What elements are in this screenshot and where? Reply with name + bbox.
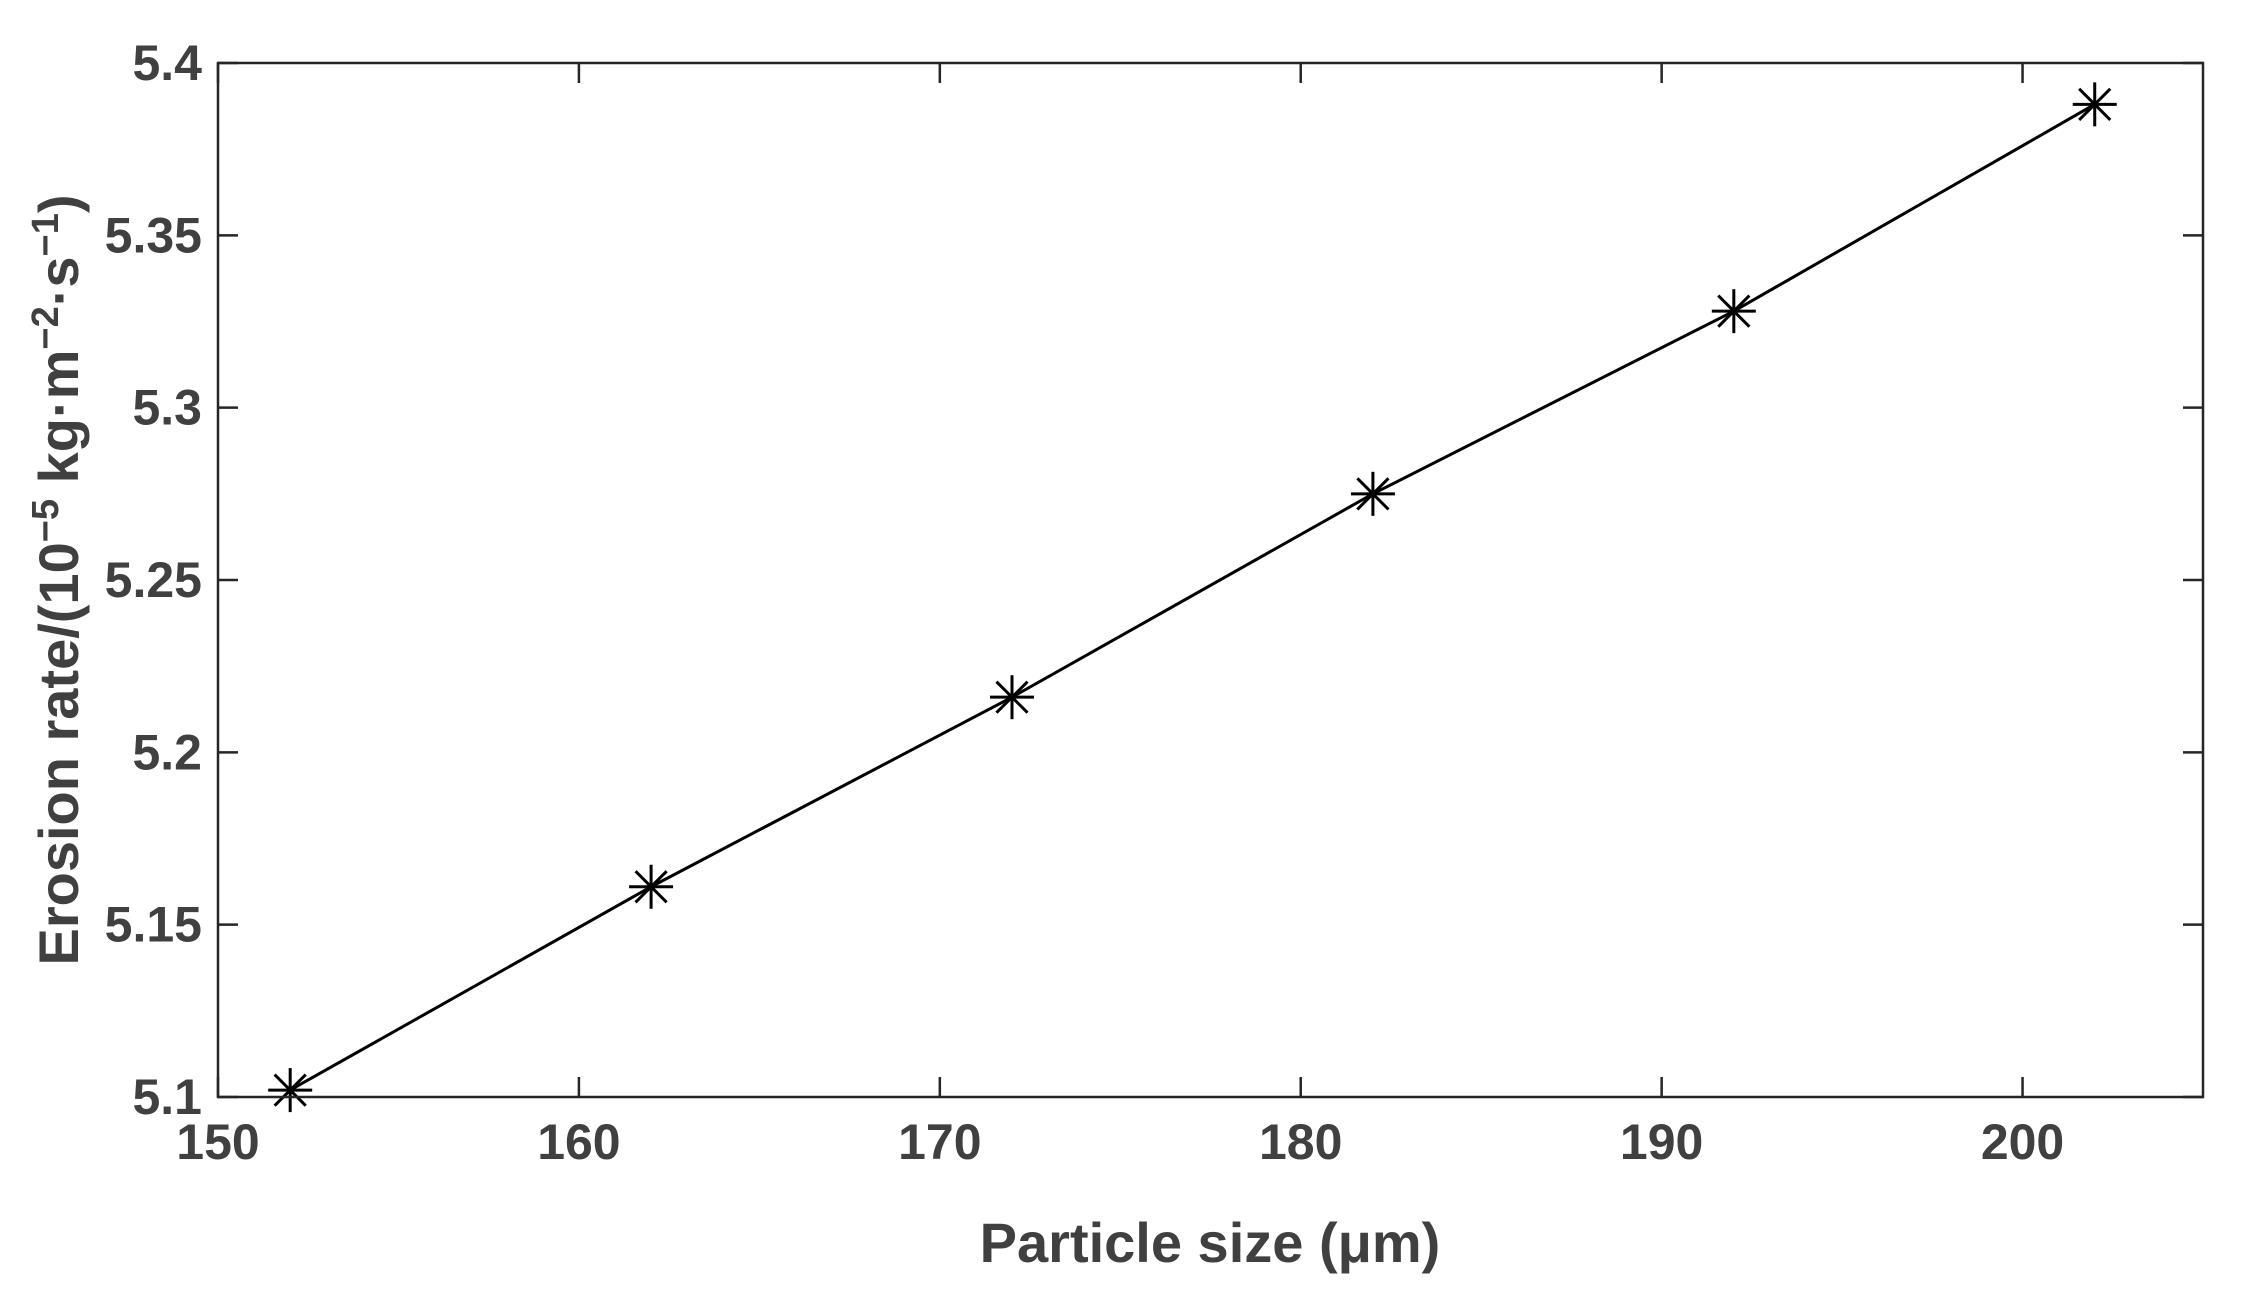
y-tick-label: 5.4 — [132, 35, 202, 91]
y-tick-label: 5.1 — [132, 1069, 202, 1125]
x-tick-label: 190 — [1620, 1114, 1703, 1170]
y-tick-label: 5.25 — [105, 552, 202, 608]
x-tick-label: 180 — [1259, 1114, 1342, 1170]
y-axis-label-prefix: Erosion rate/(10 — [27, 542, 90, 965]
y-axis-label-mid2: ·s — [27, 256, 90, 306]
x-tick-label: 160 — [537, 1114, 620, 1170]
x-tick-label: 170 — [898, 1114, 981, 1170]
y-axis-label-suffix: ) — [27, 194, 90, 213]
plot-frame — [216, 61, 2205, 1099]
series-layer — [268, 82, 2117, 1113]
y-tick-label: 5.15 — [105, 897, 202, 953]
y-axis-label-exp2: −2 — [25, 306, 67, 349]
y-tick-label: 5.3 — [132, 380, 202, 436]
y-axis-label: Erosion rate/(10−5 kg·m−2·s−1) — [25, 194, 90, 965]
data-point-marker — [2072, 82, 2117, 127]
x-tick-label: 200 — [1981, 1114, 2064, 1170]
data-point-marker — [1711, 289, 1756, 334]
data-point-marker — [1350, 471, 1395, 516]
y-axis-label-mid: kg·m — [27, 350, 90, 499]
y-axis-label-exp1: −5 — [25, 499, 67, 542]
x-tick-label: 150 — [176, 1114, 259, 1170]
x-axis-label: Particle size (μm) — [980, 1211, 1441, 1274]
plot-background — [218, 63, 2203, 1097]
series-line — [289, 103, 2096, 1092]
data-point-marker — [990, 675, 1034, 720]
y-tick-label: 5.2 — [132, 724, 202, 780]
tick-labels: 150 160 170 180 190 200 5.1 5.15 5.2 5.25 5.3 5.35 5… — [105, 35, 2065, 1170]
y-axis-label-exp3: −1 — [25, 213, 67, 256]
data-point-marker — [268, 1068, 313, 1113]
data-point-marker — [629, 864, 674, 909]
y-tick-label: 5.35 — [105, 207, 202, 263]
